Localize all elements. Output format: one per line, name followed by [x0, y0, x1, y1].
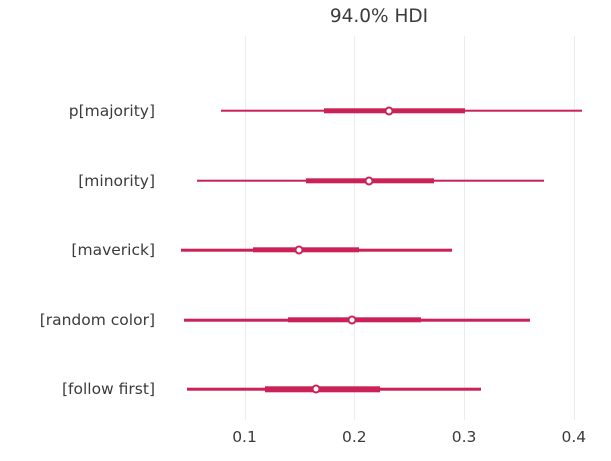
x-gridline [464, 36, 466, 420]
quartile-band [323, 107, 466, 114]
quartile-band [265, 386, 380, 392]
median-marker [364, 176, 374, 185]
row-label: [follow first] [61, 380, 155, 399]
x-gridline [573, 36, 575, 420]
row-label: p[majority] [68, 101, 155, 120]
row-label: [random color] [39, 311, 155, 329]
x-tick-label: 0.3 [451, 428, 477, 446]
median-marker [294, 245, 304, 255]
median-marker [384, 106, 394, 116]
x-tick-label: 0.1 [232, 428, 257, 446]
x-gridline [354, 36, 356, 420]
x-gridline [244, 36, 246, 420]
row-label: [minority] [78, 171, 155, 190]
quartile-band [253, 247, 359, 253]
median-marker [311, 384, 321, 394]
median-marker [347, 315, 357, 325]
chart-title: 94.0% HDI [329, 6, 429, 27]
row-label: [maverick] [71, 241, 155, 259]
x-tick-label: 0.4 [561, 428, 587, 446]
x-tick-label: 0.2 [341, 428, 367, 446]
